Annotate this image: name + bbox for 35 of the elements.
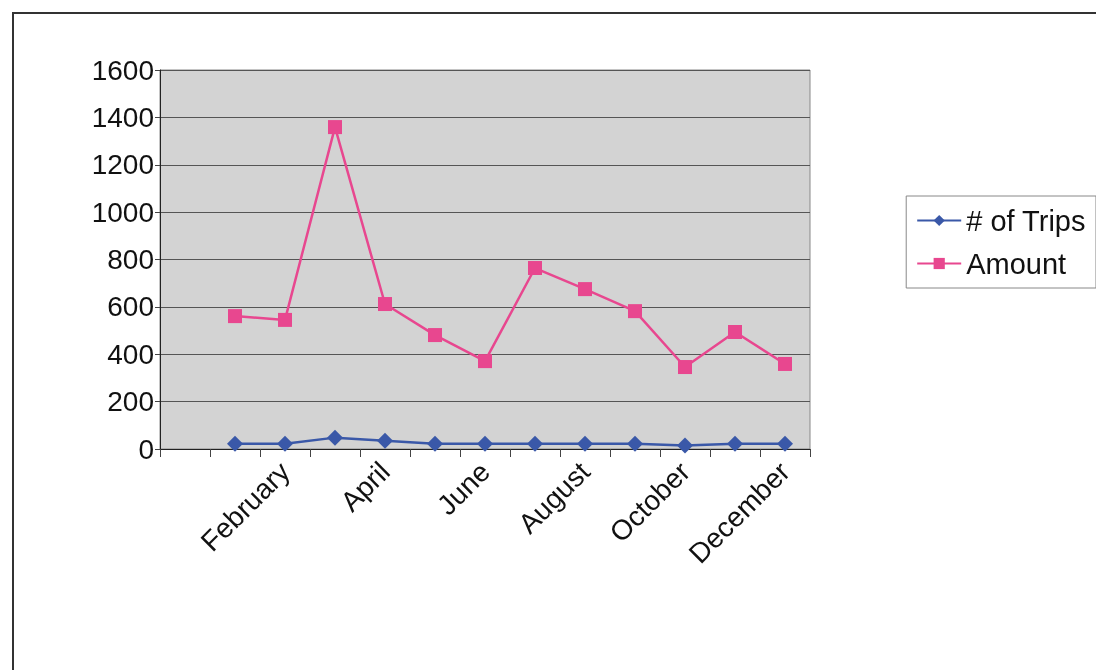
point (528, 261, 542, 276)
point (428, 328, 442, 343)
point (478, 354, 492, 369)
point (377, 432, 393, 449)
point (778, 356, 792, 371)
y-tick-label: 800 (107, 244, 154, 275)
point (777, 435, 793, 452)
point (427, 435, 443, 452)
point (327, 429, 343, 446)
legend-label: Amount (966, 247, 1067, 280)
point (378, 297, 392, 312)
point (678, 360, 692, 375)
legend-label: # of Trips (966, 204, 1086, 237)
y-tick-label: 200 (107, 386, 154, 418)
y-tick-label: 600 (107, 291, 154, 323)
y-tick-label: 1200 (91, 149, 154, 181)
y-tick-label: 1400 (91, 101, 154, 133)
point (328, 120, 342, 135)
point (277, 435, 293, 452)
point (677, 437, 693, 454)
point (227, 435, 243, 452)
point (577, 435, 593, 452)
point (527, 435, 543, 452)
point (627, 435, 643, 452)
point (477, 435, 493, 452)
point (278, 312, 292, 327)
point (228, 309, 242, 324)
y-tick-label: 1600 (91, 54, 154, 86)
y-tick-label: 0 (138, 433, 154, 465)
y-tick-label: 400 (107, 338, 154, 370)
point (628, 304, 642, 319)
y-tick-label: 1000 (91, 196, 154, 228)
point (728, 324, 742, 339)
point (578, 282, 592, 297)
point (727, 435, 743, 452)
